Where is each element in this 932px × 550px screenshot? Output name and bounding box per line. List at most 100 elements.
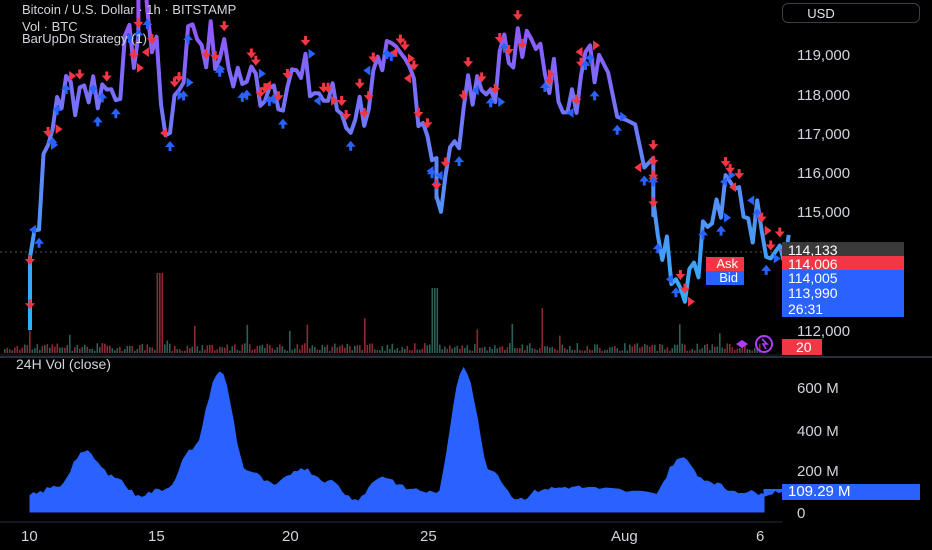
sell-marker xyxy=(250,55,261,66)
sell-marker xyxy=(399,40,410,51)
volume-bar xyxy=(354,345,356,353)
sell-marker xyxy=(323,82,334,93)
price-tick: 116,000 xyxy=(797,165,851,182)
sell-marker xyxy=(101,71,112,82)
buy-marker xyxy=(61,83,72,94)
volume-bar xyxy=(624,343,626,353)
volume-bar xyxy=(386,344,389,353)
price-line xyxy=(28,0,791,330)
currency-button[interactable]: USD xyxy=(782,3,920,23)
volume-bar xyxy=(494,345,496,353)
volume-bar xyxy=(139,345,141,353)
volume-legend[interactable]: Vol · BTC xyxy=(22,19,78,34)
volume-bar xyxy=(259,345,261,353)
volume-bar xyxy=(736,348,739,353)
sell-marker xyxy=(128,49,139,60)
sell-marker xyxy=(336,96,347,107)
sell-marker xyxy=(725,163,736,174)
volume-bar xyxy=(454,347,456,353)
volume-bar xyxy=(751,350,754,353)
volume-bar xyxy=(281,346,284,353)
volume-bar xyxy=(631,346,634,353)
volume-bar xyxy=(216,349,219,353)
volume-bar xyxy=(686,350,689,353)
sell-marker xyxy=(363,91,374,102)
volume-bar xyxy=(34,348,36,353)
volume-bar xyxy=(356,345,359,353)
order-marker xyxy=(390,47,398,58)
volume-bar xyxy=(746,348,749,353)
buy-marker xyxy=(589,90,600,101)
volume-bar xyxy=(394,349,396,353)
volume-bar xyxy=(124,349,126,353)
volume-bar xyxy=(529,343,531,353)
volume-bar xyxy=(179,349,181,353)
volume-bar xyxy=(261,344,264,353)
buy-marker xyxy=(124,32,135,43)
volume-bar xyxy=(574,350,576,353)
grid xyxy=(0,251,782,356)
volume-bar xyxy=(51,344,54,353)
volume-bar xyxy=(479,347,481,353)
volume-bar xyxy=(366,345,369,353)
volume-bar xyxy=(669,350,671,353)
order-marker xyxy=(313,95,321,106)
volume-bar xyxy=(96,343,99,353)
volume-bar xyxy=(379,350,381,353)
volume-bar xyxy=(156,273,159,353)
price-tick: 118,000 xyxy=(797,87,851,104)
volume-bar xyxy=(721,347,724,353)
symbol-title[interactable]: Bitcoin / U.S. Dollar · 1h · BITSTAMP xyxy=(22,2,237,17)
volume-bar xyxy=(46,344,49,353)
sell-marker xyxy=(675,269,686,280)
volume-bar xyxy=(219,346,221,353)
volume-bar xyxy=(239,350,241,353)
x-tick: 25 xyxy=(420,528,437,545)
order-marker xyxy=(331,95,339,106)
buy-marker xyxy=(585,53,596,64)
volume-bar xyxy=(326,344,329,353)
volume-bar xyxy=(696,343,699,353)
volume-bar xyxy=(739,348,741,353)
buy-marker xyxy=(264,95,275,106)
volume-bar xyxy=(711,344,714,353)
sell-marker xyxy=(368,52,379,63)
volume-bar xyxy=(401,346,404,353)
volume-bar xyxy=(539,348,541,353)
buy-marker xyxy=(386,50,397,61)
buy-marker xyxy=(268,93,279,104)
sell-marker xyxy=(273,91,284,102)
strategy-legend[interactable]: BarUpDn Strategy (1) xyxy=(22,31,147,46)
volume-bar xyxy=(434,288,436,353)
sell-marker xyxy=(648,197,659,208)
buy-marker xyxy=(499,42,510,53)
volume-bar xyxy=(726,343,729,353)
buy-marker xyxy=(697,229,708,240)
volume-bar xyxy=(31,349,34,353)
volume-bar xyxy=(226,344,229,353)
volume-tick: 0 xyxy=(797,505,806,522)
volume-bar xyxy=(236,349,239,353)
volume-bar xyxy=(446,348,449,353)
sell-marker xyxy=(720,157,731,168)
volume-bar xyxy=(231,346,234,353)
volume-bar xyxy=(174,345,176,353)
lower-pane-title[interactable]: 24H Vol (close) xyxy=(16,356,111,372)
sell-marker xyxy=(679,283,690,294)
buy-marker xyxy=(752,208,763,219)
volume-bar xyxy=(19,349,21,353)
volume-bar xyxy=(86,346,89,353)
x-tick: Aug xyxy=(611,528,638,545)
volume-bar xyxy=(596,344,599,353)
volume-bar xyxy=(329,351,331,353)
volume-bar xyxy=(339,346,341,353)
volume-bar xyxy=(109,345,111,353)
volume-bar xyxy=(561,344,564,353)
volume-bar xyxy=(536,350,539,353)
volume-bar xyxy=(471,350,474,353)
volume-bar xyxy=(416,349,419,353)
volume-bar xyxy=(26,345,29,353)
alert-icon[interactable] xyxy=(736,335,773,353)
volume-bar xyxy=(674,344,676,353)
